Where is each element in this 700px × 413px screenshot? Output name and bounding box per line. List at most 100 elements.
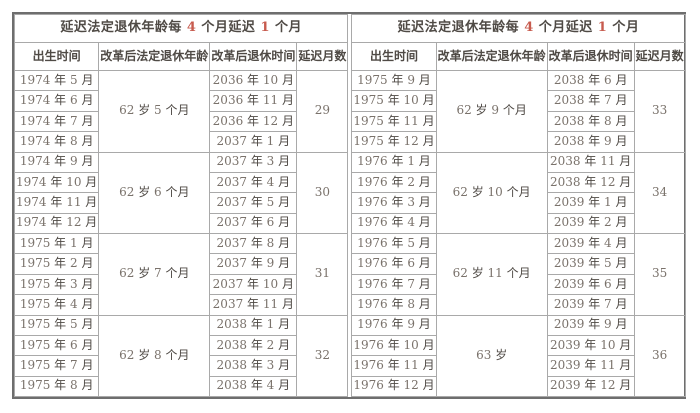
digit-text: 5 — [70, 317, 78, 332]
age-cell: 62 岁 11 个月 — [435, 233, 548, 316]
table-row: 1976 年 2 月 2038 年 12 月 — [351, 171, 685, 194]
digit-text: 12 — [403, 378, 419, 393]
table-row: 1974 年 9 月 62 岁 6 个月 2037 年 3 月 30 — [13, 151, 349, 234]
digit-text: 1 — [407, 154, 415, 169]
digit-text: 12 — [66, 215, 82, 230]
digit-text: 1974 — [19, 154, 51, 169]
digit-text: 8 — [70, 378, 78, 393]
digit-text: 11 — [403, 358, 419, 373]
digit-text: 33 — [652, 103, 668, 118]
digit-text: 1 — [266, 317, 275, 332]
retire-cell: 2038 年 6 月 — [546, 69, 635, 92]
birth-cell: 1975 年 4 月 — [13, 294, 100, 316]
table-row: 1975 年 5 月 62 岁 8 个月 2038 年 1 月 32 — [13, 314, 349, 397]
digit-text: 2039 — [553, 235, 585, 250]
birth-cell: 1975 年 3 月 — [13, 273, 100, 296]
retirement-tables-frame: 延迟法定退休年龄每 4 个月延迟 1 个月 出生时间 改革后法定退休年龄 改革后退休时… — [12, 12, 686, 399]
retire-cell: 2037 年 10 月 — [209, 273, 298, 296]
digit-text: 5 — [154, 103, 162, 118]
table-row: 1976 年 6 月 2039 年 5 月 — [351, 253, 685, 275]
table-title-row: 延迟法定退休年龄每 4 个月延迟 1 个月 — [13, 14, 349, 43]
digit-text: 2038 — [216, 358, 248, 373]
table-row: 1976 年 8 月 2039 年 7 月 — [351, 294, 685, 316]
table-row: 1974 年 12 月 2037 年 6 月 — [13, 212, 348, 235]
digit-text: 11 — [262, 296, 279, 311]
digit-text: 2037 — [216, 154, 248, 169]
birth-cell: 1975 年 7 月 — [13, 355, 100, 377]
col-header-delay: 延迟月数 — [296, 42, 349, 71]
digit-text: 12 — [600, 378, 616, 393]
digit-text: 2039 — [550, 358, 581, 373]
digit-text: 2037 — [216, 256, 248, 271]
digit-text: 2038 — [216, 378, 248, 393]
digit-text: 1975 — [353, 93, 384, 108]
digit-text: 6 — [604, 276, 612, 291]
retire-cell: 2039 年 4 月 — [546, 232, 635, 255]
birth-cell: 1976 年 3 月 — [351, 192, 437, 214]
digit-text: 10 — [66, 174, 82, 189]
retire-cell: 2037 年 8 月 — [209, 232, 298, 255]
digit-text: 36 — [652, 347, 668, 362]
digit-text: 7 — [70, 113, 78, 128]
age-cell: 62 岁 5 个月 — [98, 70, 211, 153]
digit-text: 1976 — [357, 296, 388, 311]
digit-text: 34 — [652, 184, 668, 199]
digit-text: 2039 — [553, 256, 585, 271]
digit-text: 10 — [403, 337, 419, 352]
digit-text: 9 — [70, 154, 78, 169]
digit-text: 2038 — [553, 133, 585, 148]
delay-cell: 33 — [633, 70, 686, 153]
digit-text: 10 — [262, 276, 279, 291]
digit-text: 9 — [491, 103, 500, 118]
digit-text: 1976 — [357, 154, 388, 169]
birth-cell: 1974 年 8 月 — [13, 131, 100, 153]
digit-text: 7 — [604, 93, 612, 108]
digit-text: 8 — [154, 347, 162, 362]
retire-cell: 2038 年 4 月 — [209, 375, 298, 398]
digit-text: 7 — [604, 296, 612, 311]
digit-text: 1976 — [357, 174, 388, 189]
birth-cell: 1976 年 7 月 — [351, 273, 437, 296]
table-row: 1976 年 7 月 2039 年 6 月 — [351, 273, 685, 296]
col-header-age: 改革后法定退休年龄 — [435, 42, 548, 71]
digit-text: 1974 — [16, 174, 47, 189]
digit-text: 5 — [70, 72, 78, 87]
digit-text: 1975 — [19, 378, 51, 393]
digit-text: 5 — [604, 256, 612, 271]
digit-text: 2039 — [553, 276, 585, 291]
digit-text: 2037 — [216, 235, 248, 250]
birth-cell: 1975 年 6 月 — [13, 334, 100, 357]
digit-text: 9 — [407, 72, 415, 87]
digit-text: 9 — [604, 133, 612, 148]
table-row: 1975 年 12 月 2038 年 9 月 — [351, 131, 685, 153]
birth-cell: 1976 年 4 月 — [351, 212, 437, 235]
birth-cell: 1976 年 12 月 — [351, 375, 437, 398]
digit-text: 62 — [452, 266, 468, 281]
retire-cell: 2037 年 4 月 — [209, 171, 298, 194]
table-row: 1976 年 4 月 2039 年 2 月 — [351, 212, 685, 235]
digit-text: 6 — [266, 215, 275, 230]
retire-cell: 2036 年 11 月 — [209, 90, 298, 112]
birth-cell: 1975 年 11 月 — [351, 110, 437, 133]
digit-text: 2038 — [550, 174, 581, 189]
digit-text: 11 — [487, 266, 503, 281]
table-row: 1976 年 9 月 63 岁 2039 年 9 月 36 — [351, 314, 686, 397]
table-row: 1975 年 8 月 2038 年 4 月 — [13, 375, 348, 398]
retirement-table-right: 延迟法定退休年龄每 4 个月延迟 1 个月 出生时间 改革后法定退休年龄 改革后退休时… — [351, 14, 686, 398]
digit-text: 10 — [600, 337, 616, 352]
retire-cell: 2039 年 2 月 — [546, 212, 635, 235]
digit-text: 6 — [407, 256, 415, 271]
digit-text: 62 — [119, 266, 135, 281]
digit-text: 8 — [266, 235, 275, 250]
retire-cell: 2036 年 10 月 — [209, 69, 298, 92]
table-title: 延迟法定退休年龄每 4 个月延迟 1 个月 — [13, 14, 349, 43]
retire-cell: 2036 年 12 月 — [209, 110, 298, 133]
digit-text: 35 — [652, 266, 668, 281]
digit-text: 31 — [314, 266, 330, 281]
digit-text: 5 — [266, 195, 275, 210]
birth-cell: 1976 年 8 月 — [351, 294, 437, 316]
retire-cell: 2039 年 5 月 — [546, 253, 635, 275]
digit-text: 10 — [487, 184, 503, 199]
digit-text: 11 — [403, 113, 419, 128]
table-row: 1975 年 10 月 2038 年 7 月 — [351, 90, 685, 112]
